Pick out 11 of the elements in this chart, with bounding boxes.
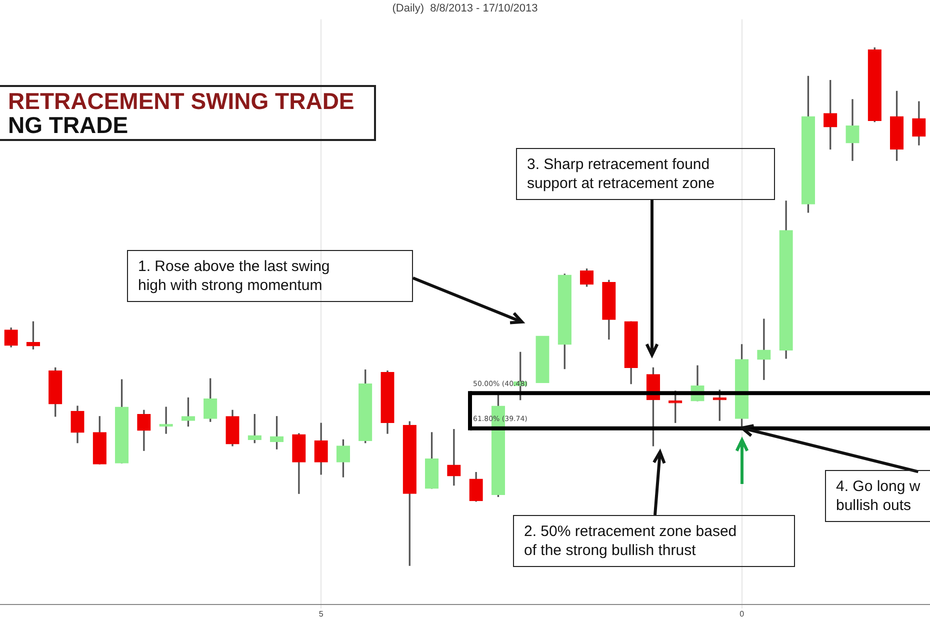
x-tick-label: 5 <box>318 609 324 618</box>
annotation: 3. Sharp retracement found support at retracement zone <box>527 155 716 193</box>
chart-title: (Daily) 8/8/2013 - 17/10/2013 <box>392 2 538 15</box>
annotation: 4. Go long w bullish outs <box>836 477 922 515</box>
annotation: 1. Rose above the last swing high with strong momentum <box>138 257 331 295</box>
annotation: RETRACEMENT SWING TRADE NG TRADE <box>8 88 356 138</box>
candlestick <box>757 318 771 380</box>
candlestick <box>447 429 461 486</box>
candlestick <box>536 336 550 384</box>
annotation: 2. 50% retracement zone based of the strong bullish thrust <box>524 522 738 560</box>
x-tick-label: 0 <box>740 609 745 618</box>
